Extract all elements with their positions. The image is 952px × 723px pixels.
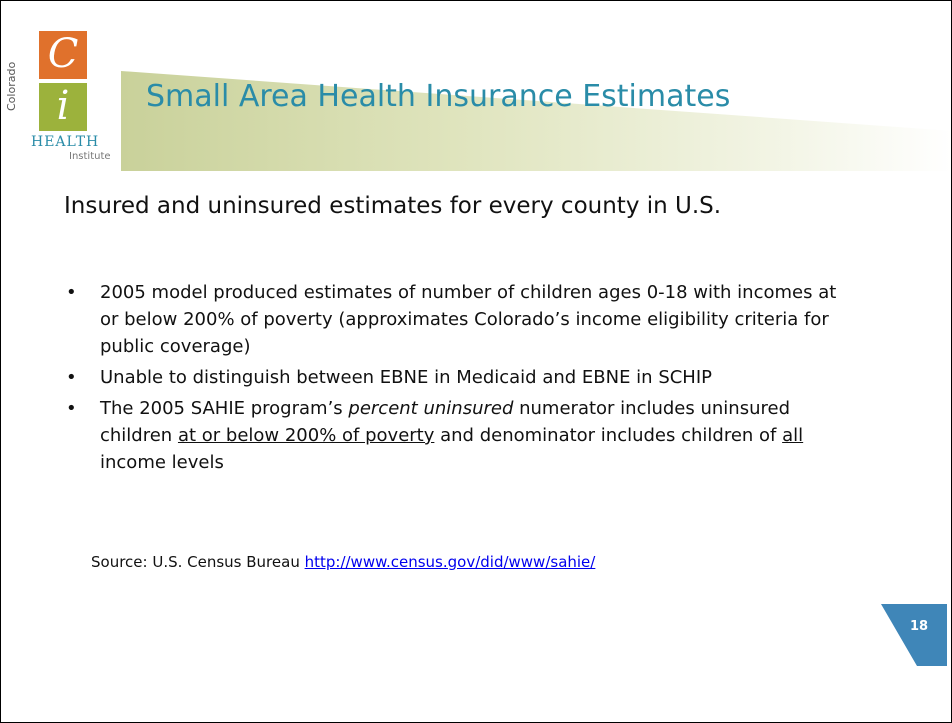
bullet: 2005 model produced estimates of number … xyxy=(66,279,856,360)
logo-letter: C xyxy=(39,31,87,79)
bullet: Unable to distinguish between EBNE in Me… xyxy=(66,364,856,391)
bullet: The 2005 SAHIE program’s percent uninsur… xyxy=(66,395,856,476)
subtitle: Insured and uninsured estimates for ever… xyxy=(64,193,722,219)
bullet-text: numerator includes uninsured children xyxy=(100,398,790,446)
logo-name: HEALTH xyxy=(31,134,100,150)
bullet-text: at or below 200% of poverty xyxy=(177,425,435,446)
bullet-text: all xyxy=(782,425,804,446)
bullet-text: percent uninsured xyxy=(348,398,514,419)
bullet-text: 2005 model produced estimates of number … xyxy=(100,282,837,357)
source-text: Source: U.S. Census Bureau xyxy=(91,553,305,571)
page-badge: 18 xyxy=(881,604,947,666)
bullet-text: income levels xyxy=(100,452,224,473)
logo-sub: Institute xyxy=(69,151,111,162)
page-number: 18 xyxy=(910,619,928,634)
slide-title: Small Area Health Insurance Estimates xyxy=(146,79,731,114)
logo-side-text: Colorado xyxy=(5,61,18,111)
bullet-text: The 2005 SAHIE program’s xyxy=(100,398,349,419)
logo-letter: i xyxy=(39,83,87,131)
badge-shape xyxy=(881,604,947,666)
bullet-text: Unable to distinguish between EBNE in Me… xyxy=(100,367,713,388)
source: Source: U.S. Census Bureau http://www.ce… xyxy=(91,553,595,571)
bullet-list: 2005 model produced estimates of number … xyxy=(66,279,856,480)
source-link[interactable]: http://www.census.gov/did/www/sahie/ xyxy=(304,553,596,571)
bullet-text: and denominator includes children of xyxy=(434,425,783,446)
